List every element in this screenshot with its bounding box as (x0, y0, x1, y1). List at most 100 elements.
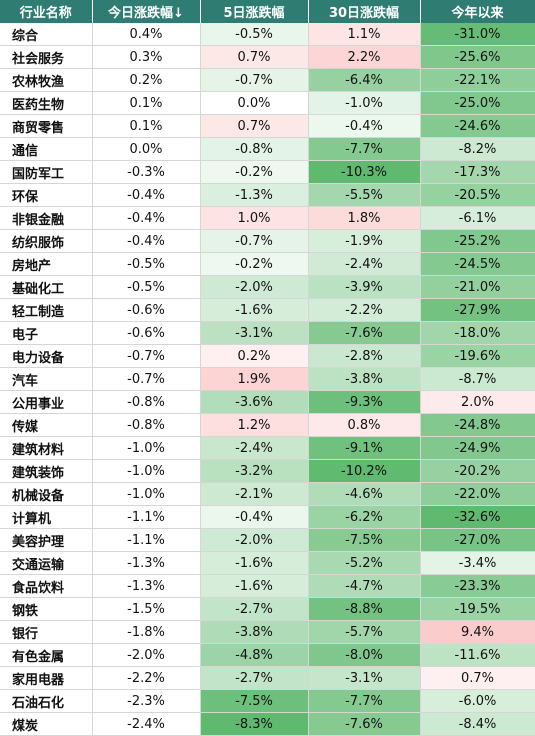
five-day-change-cell: -1.3% (200, 183, 309, 207)
today-change-cell: -1.1% (92, 505, 201, 529)
thirty-day-change-cell: -3.8% (308, 367, 421, 391)
ytd-change-cell: -27.0% (420, 528, 535, 552)
industry-name-cell: 电力设备 (0, 344, 93, 368)
ytd-change-cell: -25.0% (420, 91, 535, 115)
thirty-day-change-cell: -2.2% (308, 298, 421, 322)
table-row: 石油石化 -2.3% -7.5% -7.7% -6.0% (0, 689, 535, 713)
table-row: 有色金属 -2.0% -4.8% -8.0% -11.6% (0, 643, 535, 667)
industry-name-cell: 有色金属 (0, 643, 93, 667)
today-change-cell: -1.0% (92, 459, 201, 483)
ytd-change-cell: -32.6% (420, 505, 535, 529)
today-change-cell: 0.4% (92, 23, 201, 46)
table-row: 综合 0.4% -0.5% 1.1% -31.0% (0, 23, 535, 46)
today-change-cell: -2.0% (92, 643, 201, 667)
today-change-cell: -0.5% (92, 275, 201, 299)
industry-name-cell: 建筑材料 (0, 436, 93, 460)
industry-name-cell: 房地产 (0, 252, 93, 276)
table-row: 交通运输 -1.3% -1.6% -5.2% -3.4% (0, 551, 535, 575)
table-row: 纺织服饰 -0.4% -0.7% -1.9% -25.2% (0, 229, 535, 253)
today-change-cell: 0.2% (92, 68, 201, 92)
table-row: 电子 -0.6% -3.1% -7.6% -18.0% (0, 321, 535, 345)
thirty-day-change-cell: -5.7% (308, 620, 421, 644)
table-row: 食品饮料 -1.3% -1.6% -4.7% -23.3% (0, 574, 535, 598)
five-day-change-cell: 0.7% (200, 114, 309, 138)
column-header-today[interactable]: 今日涨跌幅↓ (92, 0, 201, 23)
ytd-change-cell: 9.4% (420, 620, 535, 644)
industry-name-cell: 电子 (0, 321, 93, 345)
table-row: 环保 -0.4% -1.3% -5.5% -20.5% (0, 183, 535, 207)
industry-name-cell: 商贸零售 (0, 114, 93, 138)
table-row: 建筑装饰 -1.0% -3.2% -10.2% -20.2% (0, 459, 535, 483)
today-change-cell: -0.4% (92, 206, 201, 230)
industry-name-cell: 农林牧渔 (0, 68, 93, 92)
table-row: 机械设备 -1.0% -2.1% -4.6% -22.0% (0, 482, 535, 506)
thirty-day-change-cell: -2.4% (308, 252, 421, 276)
thirty-day-change-cell: -3.9% (308, 275, 421, 299)
five-day-change-cell: 0.0% (200, 91, 309, 115)
thirty-day-change-cell: -8.0% (308, 643, 421, 667)
ytd-change-cell: -23.3% (420, 574, 535, 598)
today-change-cell: -0.4% (92, 229, 201, 253)
industry-name-cell: 轻工制造 (0, 298, 93, 322)
today-change-cell: 0.1% (92, 91, 201, 115)
industry-name-cell: 煤炭 (0, 712, 93, 736)
column-header-ytd[interactable]: 今年以来 (420, 0, 535, 23)
thirty-day-change-cell: -10.3% (308, 160, 421, 184)
today-change-cell: -1.3% (92, 574, 201, 598)
five-day-change-cell: 0.7% (200, 45, 309, 69)
table-body: 综合 0.4% -0.5% 1.1% -31.0% 社会服务 0.3% 0.7% 2.2% -25… (0, 23, 535, 736)
ytd-change-cell: -19.5% (420, 597, 535, 621)
thirty-day-change-cell: -9.3% (308, 390, 421, 414)
today-change-cell: -0.4% (92, 183, 201, 207)
five-day-change-cell: -0.5% (200, 23, 309, 46)
ytd-change-cell: -31.0% (420, 23, 535, 46)
column-header-5day[interactable]: 5日涨跌幅 (200, 0, 309, 23)
today-change-cell: -0.7% (92, 344, 201, 368)
column-header-industry: 行业名称 (0, 0, 93, 23)
industry-name-cell: 基础化工 (0, 275, 93, 299)
industry-name-cell: 纺织服饰 (0, 229, 93, 253)
industry-name-cell: 银行 (0, 620, 93, 644)
industry-name-cell: 建筑装饰 (0, 459, 93, 483)
column-header-30day[interactable]: 30日涨跌幅 (308, 0, 421, 23)
table-row: 美容护理 -1.1% -2.0% -7.5% -27.0% (0, 528, 535, 552)
thirty-day-change-cell: -4.7% (308, 574, 421, 598)
ytd-change-cell: -8.2% (420, 137, 535, 161)
five-day-change-cell: -3.8% (200, 620, 309, 644)
ytd-change-cell: -17.3% (420, 160, 535, 184)
thirty-day-change-cell: -1.9% (308, 229, 421, 253)
table-row: 基础化工 -0.5% -2.0% -3.9% -21.0% (0, 275, 535, 299)
thirty-day-change-cell: -7.6% (308, 321, 421, 345)
table-row: 传媒 -0.8% 1.2% 0.8% -24.8% (0, 413, 535, 437)
industry-name-cell: 石油石化 (0, 689, 93, 713)
table-row: 农林牧渔 0.2% -0.7% -6.4% -22.1% (0, 68, 535, 92)
today-change-cell: 0.3% (92, 45, 201, 69)
ytd-change-cell: -22.1% (420, 68, 535, 92)
today-change-cell: 0.0% (92, 137, 201, 161)
five-day-change-cell: -2.1% (200, 482, 309, 506)
five-day-change-cell: -0.4% (200, 505, 309, 529)
industry-name-cell: 通信 (0, 137, 93, 161)
thirty-day-change-cell: -6.4% (308, 68, 421, 92)
thirty-day-change-cell: 1.8% (308, 206, 421, 230)
today-change-cell: -2.4% (92, 712, 201, 736)
today-change-cell: -1.1% (92, 528, 201, 552)
ytd-change-cell: -3.4% (420, 551, 535, 575)
ytd-change-cell: -20.5% (420, 183, 535, 207)
five-day-change-cell: -2.0% (200, 275, 309, 299)
thirty-day-change-cell: -5.2% (308, 551, 421, 575)
ytd-change-cell: -6.1% (420, 206, 535, 230)
thirty-day-change-cell: -8.8% (308, 597, 421, 621)
ytd-change-cell: -24.8% (420, 413, 535, 437)
ytd-change-cell: -24.6% (420, 114, 535, 138)
thirty-day-change-cell: -2.8% (308, 344, 421, 368)
thirty-day-change-cell: -1.0% (308, 91, 421, 115)
five-day-change-cell: -7.5% (200, 689, 309, 713)
ytd-change-cell: -25.6% (420, 45, 535, 69)
table-row: 钢铁 -1.5% -2.7% -8.8% -19.5% (0, 597, 535, 621)
header-row: 行业名称 今日涨跌幅↓ 5日涨跌幅 30日涨跌幅 今年以来 (0, 0, 535, 23)
ytd-change-cell: 2.0% (420, 390, 535, 414)
today-change-cell: -1.5% (92, 597, 201, 621)
table-row: 银行 -1.8% -3.8% -5.7% 9.4% (0, 620, 535, 644)
